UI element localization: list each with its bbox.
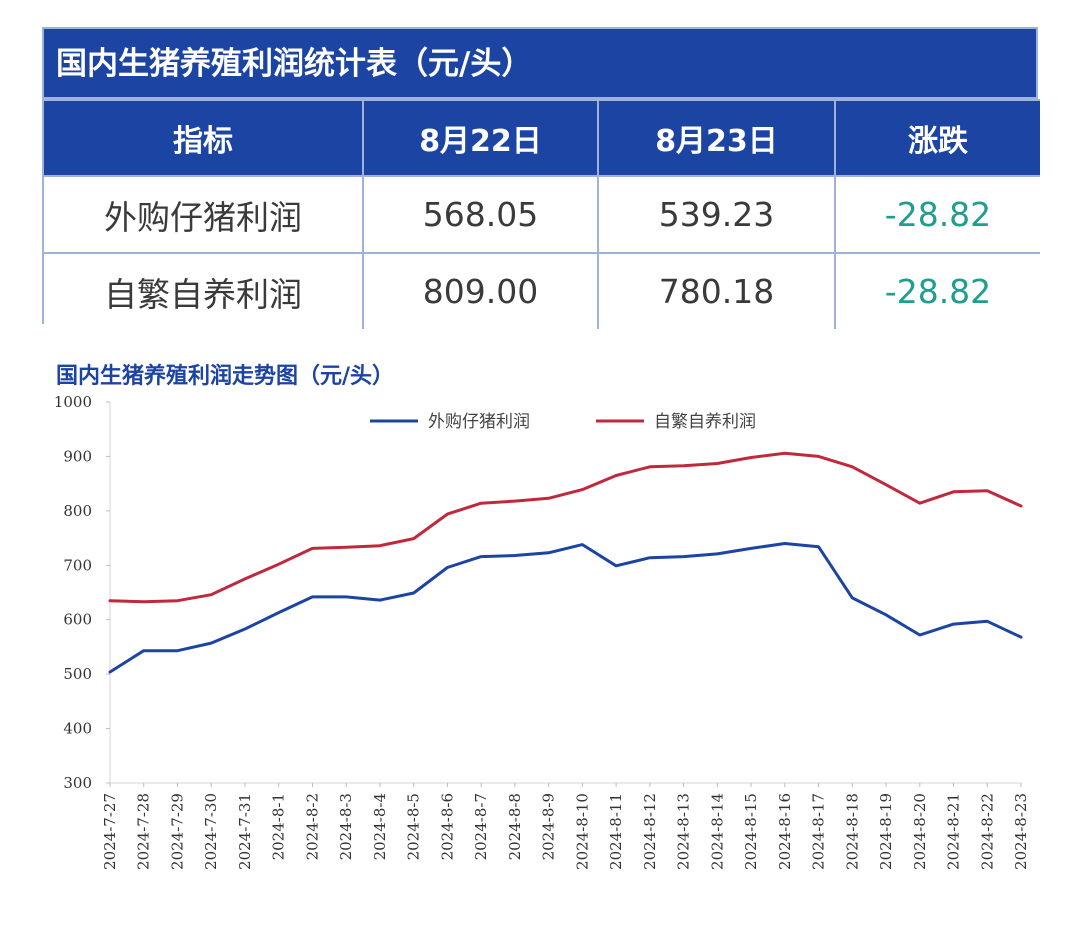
x-tick-label: 2024-7-31 xyxy=(236,793,254,870)
x-tick-label: 2024-8-8 xyxy=(506,793,524,860)
x-tick-label: 2024-8-14 xyxy=(708,793,726,870)
x-tick-label: 2024-8-6 xyxy=(438,793,456,860)
x-tick-label: 2024-8-3 xyxy=(337,793,355,860)
x-tick-label: 2024-8-21 xyxy=(945,793,963,870)
table-row: 外购仔猪利润 568.05 539.23 -28.82 xyxy=(44,175,1040,254)
x-tick-label: 2024-8-1 xyxy=(270,793,288,860)
x-tick-label: 2024-7-28 xyxy=(135,793,153,870)
table-row: 自繁自养利润 809.00 780.18 -28.82 xyxy=(44,252,1040,329)
x-tick-label: 2024-7-30 xyxy=(202,793,220,870)
x-tick-label: 2024-7-29 xyxy=(168,793,186,870)
row-name: 自繁自养利润 xyxy=(44,252,364,329)
row-name: 外购仔猪利润 xyxy=(44,175,364,254)
y-tick-label: 800 xyxy=(63,502,92,520)
profit-stats-table: 指标 8月22日 8月23日 涨跌 外购仔猪利润 568.05 539.23 -… xyxy=(44,99,1040,329)
header-change: 涨跌 xyxy=(834,99,1040,177)
profit-trend-chart: 300 400 500 600 700 800 900 1000 2024-7-27 2024-7… xyxy=(54,393,1030,870)
y-tick-label: 400 xyxy=(63,720,92,738)
legend-label-1: 外购仔猪利润 xyxy=(428,412,530,432)
table-title: 国内生猪养殖利润统计表（元/头） xyxy=(44,29,1036,99)
x-tick-label: 2024-7-27 xyxy=(101,793,119,870)
header-date-2: 8月23日 xyxy=(597,99,836,177)
chart-title: 国内生猪养殖利润走势图（元/头） xyxy=(56,363,395,389)
x-tick-label: 2024-8-10 xyxy=(573,793,591,870)
series-line-1 xyxy=(108,542,1023,674)
y-tick-label: 700 xyxy=(63,556,92,574)
row-value-date-2: 539.23 xyxy=(597,175,836,254)
row-change: -28.82 xyxy=(834,175,1040,254)
profit-stats-table-card: 国内生猪养殖利润统计表（元/头） 指标 8月22日 8月23日 涨跌 外购仔猪利… xyxy=(42,27,1040,329)
row-value-date-2: 780.18 xyxy=(597,252,836,329)
y-tick-label: 1000 xyxy=(54,393,92,411)
header-indicator: 指标 xyxy=(44,99,364,177)
header-date-1: 8月22日 xyxy=(362,99,599,177)
x-tick-label: 2024-8-19 xyxy=(877,793,895,870)
x-tick-label: 2024-8-16 xyxy=(776,793,794,870)
x-tick-label: 2024-8-7 xyxy=(472,793,490,860)
x-tick-label: 2024-8-11 xyxy=(607,793,625,870)
x-tick-label: 2024-8-18 xyxy=(843,793,861,870)
x-tick-label: 2024-8-4 xyxy=(371,793,389,860)
x-tick-label: 2024-8-13 xyxy=(675,793,693,870)
y-tick-label: 600 xyxy=(63,611,92,629)
table-header-row: 指标 8月22日 8月23日 涨跌 xyxy=(44,99,1040,177)
row-value-date-1: 809.00 xyxy=(362,252,599,329)
row-value-date-1: 568.05 xyxy=(362,175,599,254)
x-tick-label: 2024-8-20 xyxy=(911,793,929,870)
y-tick-label: 500 xyxy=(63,665,92,683)
x-tick-label: 2024-8-23 xyxy=(1012,793,1030,870)
row-change: -28.82 xyxy=(834,252,1040,329)
x-tick-label: 2024-8-12 xyxy=(641,793,659,870)
x-tick-label: 2024-8-5 xyxy=(405,793,423,860)
legend-label-2: 自繁自养利润 xyxy=(654,412,756,432)
x-tick-label: 2024-8-17 xyxy=(810,793,828,870)
y-tick-label: 300 xyxy=(63,774,92,792)
y-tick-label: 900 xyxy=(63,447,92,465)
x-tick-label: 2024-8-2 xyxy=(303,793,321,860)
x-tick-label: 2024-8-22 xyxy=(978,793,996,870)
x-tick-label: 2024-8-9 xyxy=(540,793,558,860)
x-tick-label: 2024-8-15 xyxy=(742,793,760,870)
series-line-2 xyxy=(108,451,1023,604)
